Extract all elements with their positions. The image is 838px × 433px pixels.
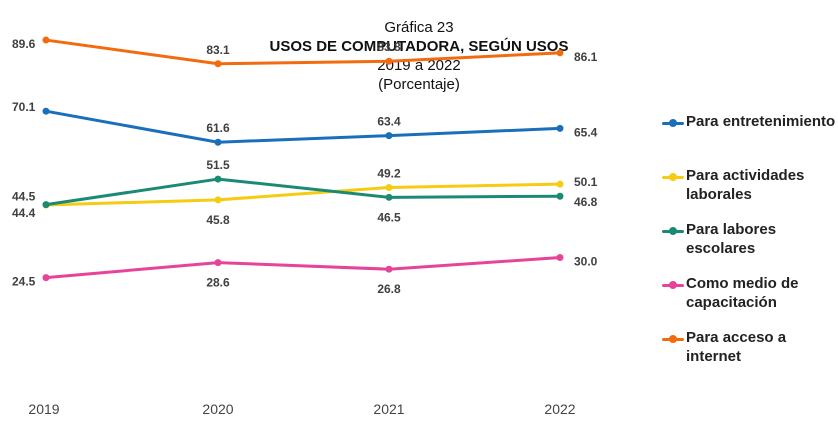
legend-label: Para acceso a internet	[686, 329, 787, 365]
x-tick-label: 2019	[28, 401, 59, 417]
data-label: 89.6	[12, 37, 36, 51]
x-tick-label: 2022	[544, 401, 575, 417]
legend-marker	[669, 281, 677, 289]
chart-title: USOS DE COMPUTADORA, SEGÚN USOS	[269, 38, 569, 55]
data-point	[556, 192, 564, 200]
series-line	[44, 182, 562, 207]
data-label: 61.6	[206, 121, 230, 135]
data-label: 46.5	[377, 210, 401, 224]
legend-label: Para entretenimiento	[686, 113, 836, 130]
data-point	[385, 193, 393, 201]
legend-label: Para actividades laborales	[686, 167, 805, 203]
data-label: 44.4	[12, 206, 36, 220]
data-label: 28.6	[206, 276, 230, 290]
data-label: 24.5	[12, 275, 36, 289]
x-tick-label: 2020	[202, 401, 233, 417]
data-point	[556, 180, 564, 188]
data-point	[214, 60, 222, 68]
legend-item: Para labores escolares	[662, 220, 838, 274]
data-point	[214, 259, 222, 267]
legend-marker	[669, 173, 677, 181]
data-label: 44.5	[12, 190, 36, 204]
series-line	[44, 177, 562, 207]
data-point	[42, 201, 50, 209]
data-label: 86.1	[574, 50, 598, 64]
data-point	[214, 138, 222, 146]
data-point	[385, 57, 393, 65]
data-label: 45.8	[206, 213, 230, 227]
data-point	[214, 175, 222, 183]
data-label: 65.4	[574, 125, 598, 139]
legend-item: Para entretenimiento	[662, 112, 838, 166]
data-label: 63.4	[377, 115, 401, 129]
series-line	[44, 109, 562, 144]
legend-label: Como medio de capacitación	[686, 275, 799, 311]
legend-item: Para actividades laborales	[662, 166, 838, 220]
series-line	[44, 256, 562, 280]
data-point	[385, 183, 393, 191]
data-point	[556, 254, 564, 262]
legend-marker	[669, 227, 677, 235]
data-label: 51.5	[206, 158, 230, 172]
data-point	[42, 107, 50, 115]
data-label: 30.0	[574, 255, 598, 269]
chart-unit: (Porcentaje)	[378, 76, 460, 93]
data-label: 83.1	[206, 43, 230, 57]
data-label: 49.2	[377, 166, 401, 180]
data-label: 46.8	[574, 195, 598, 209]
chart-legend: Para entretenimiento Para actividades lab…	[662, 112, 838, 382]
data-point	[42, 36, 50, 44]
data-point	[42, 274, 50, 282]
chart-kicker: Gráfica 23	[384, 19, 454, 36]
x-tick-label: 2021	[373, 401, 404, 417]
data-label: 83.8	[377, 40, 401, 54]
series-line	[44, 38, 562, 66]
data-label: 26.8	[377, 282, 401, 296]
legend-item: Como medio de capacitación	[662, 274, 838, 328]
data-point	[556, 124, 564, 132]
data-label: 70.1	[12, 100, 36, 114]
data-label: 50.1	[574, 175, 598, 189]
data-point	[214, 196, 222, 204]
legend-marker	[669, 119, 677, 127]
legend-label: Para labores escolares	[686, 221, 777, 257]
data-point	[385, 265, 393, 273]
chart-titles: Gráfica 23 USOS DE COMPUTADORA, SEGÚN US…	[0, 18, 838, 94]
legend-item: Para acceso a internet	[662, 328, 838, 382]
legend-marker	[669, 335, 677, 343]
data-point	[385, 132, 393, 140]
data-point	[556, 49, 564, 57]
